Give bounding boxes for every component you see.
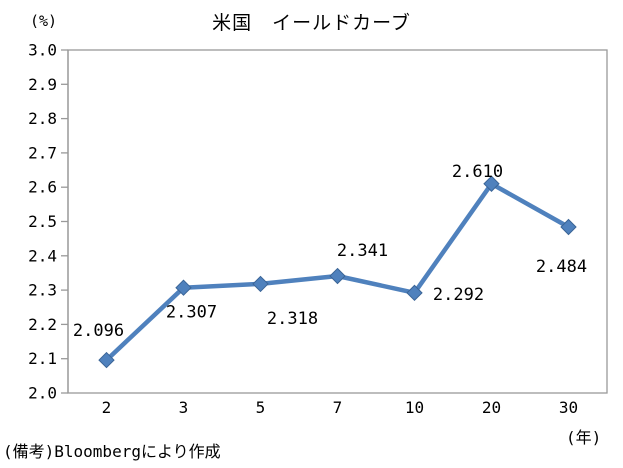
y-axis-tick-label: 2.0	[28, 384, 57, 403]
y-axis-tick-label: 2.8	[28, 109, 57, 128]
y-axis-unit-label: (%)	[30, 12, 58, 30]
data-point-label: 2.307	[166, 303, 217, 323]
data-point-marker	[560, 218, 577, 236]
y-axis-tick-label: 2.5	[28, 212, 57, 231]
x-axis-tick-label: 10	[405, 398, 424, 417]
y-axis-tick-label: 2.4	[28, 246, 57, 265]
y-axis-tick-label: 2.2	[28, 315, 57, 334]
data-point-marker	[329, 267, 346, 285]
x-axis-tick-label: 5	[256, 398, 266, 417]
data-point-marker	[175, 279, 192, 296]
y-axis-tick-label: 2.3	[28, 281, 57, 300]
x-axis-unit-label: (年)	[566, 428, 602, 447]
data-point-marker	[406, 284, 423, 302]
data-point-marker	[252, 275, 269, 293]
data-point-label: 2.096	[73, 321, 124, 341]
y-axis-tick-label: 3.0	[28, 41, 57, 60]
y-axis-tick-label: 2.6	[28, 178, 57, 197]
data-point-label: 2.318	[267, 309, 318, 329]
source-footnote: (備考)Bloombergにより作成	[3, 442, 221, 461]
data-point-marker	[98, 351, 115, 369]
chart-title: 米国 イールドカーブ	[212, 12, 411, 34]
x-axis-tick-label: 2	[102, 398, 112, 417]
data-point-marker	[483, 175, 500, 192]
data-point-label: 2.341	[337, 241, 388, 261]
plot-border	[67, 49, 608, 394]
x-axis-tick-label: 7	[333, 398, 343, 417]
x-axis-tick-label: 3	[179, 398, 189, 417]
data-point-label: 2.610	[452, 162, 503, 182]
x-axis-tick-label: 30	[559, 398, 578, 417]
data-point-label: 2.292	[433, 285, 484, 305]
y-axis-tick-label: 2.9	[28, 75, 57, 94]
data-point-label: 2.484	[536, 257, 587, 277]
y-axis-tick-label: 2.7	[28, 143, 57, 162]
x-axis-tick-label: 20	[482, 398, 501, 417]
y-axis-tick-label: 2.1	[28, 349, 57, 368]
